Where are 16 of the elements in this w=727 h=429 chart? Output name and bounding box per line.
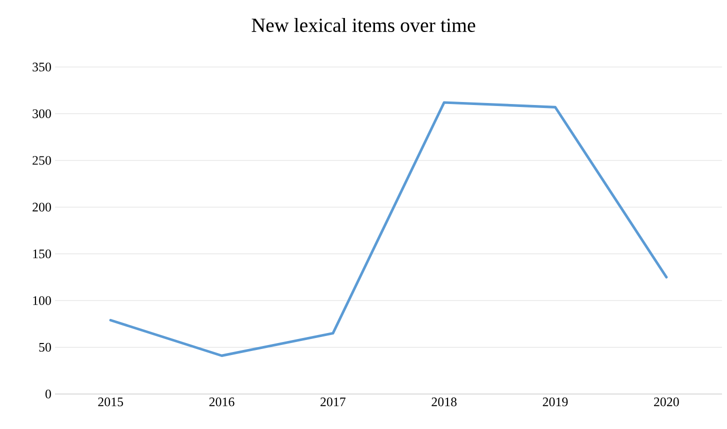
y-tick-label: 0 [46, 390, 51, 398]
y-tick-label: 150 [33, 249, 51, 258]
x-tick-label: 2018 [432, 398, 457, 406]
x-tick-label: 2016 [209, 398, 234, 406]
y-tick-label: 300 [32, 109, 51, 118]
x-tick-label: 2017 [320, 398, 346, 406]
x-tick-label: 2020 [654, 398, 679, 406]
line-series [109, 101, 668, 357]
y-tick-label: 100 [33, 296, 51, 305]
y-tick-label: 50 [39, 342, 51, 352]
chart-title: New lexical items over time [252, 18, 476, 32]
y-tick-label: 350 [32, 62, 51, 72]
x-tick-label: 2015 [98, 398, 124, 406]
y-tick-label: 250 [32, 156, 51, 165]
x-tick-label: 2019 [542, 398, 568, 406]
y-tick-label: 200 [32, 202, 51, 212]
